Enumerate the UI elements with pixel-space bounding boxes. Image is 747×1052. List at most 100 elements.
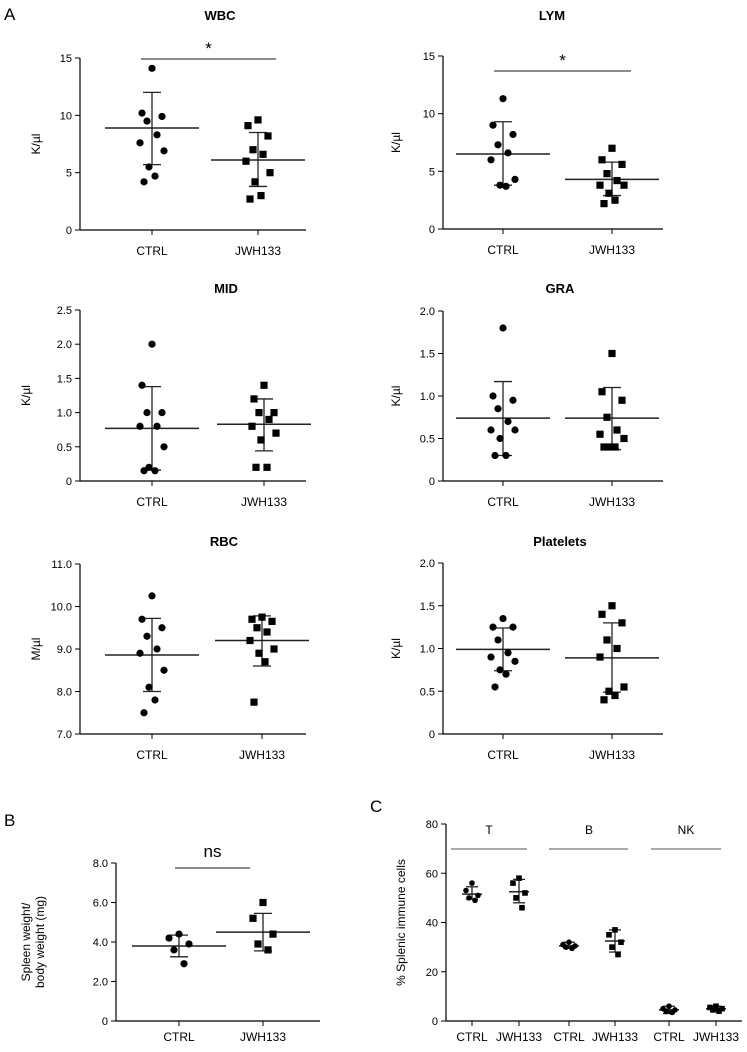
chart-title: Platelets — [533, 534, 586, 549]
data-point-square — [258, 613, 266, 621]
data-point-circle — [472, 897, 478, 904]
series-t-ctrl — [462, 880, 482, 904]
x-tick-label: CTRL — [487, 748, 519, 762]
series-nk-ctrl — [659, 1003, 679, 1016]
data-point-circle — [509, 130, 517, 139]
data-point-circle — [138, 381, 146, 389]
y-tick-label: 4.0 — [93, 937, 108, 949]
y-tick-label: 9.0 — [57, 644, 72, 656]
chart-gra: 0 0.5 1.0 1.5 2.0 CTRL JWH133 GRA K/µl — [389, 281, 663, 509]
data-point-circle — [153, 422, 161, 430]
panel-letter-b: B — [4, 811, 15, 830]
x-tick-label: CTRL — [136, 244, 168, 258]
data-point-circle — [151, 172, 159, 180]
data-point-square — [605, 443, 613, 451]
data-point-circle — [502, 670, 510, 678]
data-point-square — [250, 395, 258, 403]
chart-title: RBC — [210, 534, 239, 549]
data-point-square — [522, 890, 528, 896]
chart-rbc: 7.0 8.0 9.0 10.0 11.0 CTRL JWH133 RBC M/µl — [29, 534, 309, 762]
data-point-circle — [175, 930, 183, 938]
data-point-square — [264, 132, 272, 140]
data-point-circle — [170, 946, 178, 954]
x-tick-label: JWH133 — [239, 748, 285, 762]
data-point-circle — [491, 451, 499, 460]
data-point-square — [603, 170, 611, 178]
data-point-square — [259, 898, 267, 907]
y-axis-label: K/µl — [389, 638, 403, 659]
data-point-square — [253, 624, 261, 632]
data-point-square — [255, 409, 263, 417]
data-point-square — [707, 1004, 713, 1011]
chart-mid: 0 0.5 1.0 1.5 2.0 2.5 CTRL JWH133 MID K/µl — [19, 281, 311, 509]
data-point-square — [259, 150, 267, 158]
data-point-circle — [499, 614, 507, 623]
data-point-square — [249, 146, 257, 154]
data-point-circle — [496, 181, 504, 189]
x-tick-label: JWH133 — [496, 1030, 542, 1044]
data-point-square — [611, 691, 619, 700]
y-tick-label: 2.0 — [420, 558, 435, 570]
data-point-square — [605, 189, 613, 197]
data-point-square — [613, 644, 621, 653]
data-point-circle — [666, 1003, 672, 1010]
data-point-circle — [165, 934, 173, 942]
y-tick-label: 2.0 — [93, 977, 108, 989]
series-jwh133 — [217, 381, 311, 471]
data-point-circle — [487, 426, 495, 434]
data-point-square — [244, 122, 252, 130]
data-point-square — [618, 160, 626, 169]
x-tick-label: JWH133 — [235, 244, 281, 258]
series-nk-jwh133 — [706, 1003, 726, 1014]
data-point-circle — [138, 109, 146, 117]
data-point-square — [263, 463, 271, 471]
data-point-square — [261, 658, 269, 666]
group-label: B — [585, 823, 593, 837]
charts-container: 0 5 10 15 CTRL JWH133 WBC K/µl * 0 5 10 15 CTRL JWH133… — [19, 8, 742, 1044]
y-axis-label-line: body weight (mg) — [33, 896, 47, 988]
x-tick-label: CTRL — [163, 1030, 195, 1044]
data-point-circle — [494, 636, 502, 644]
y-tick-label: 8.0 — [93, 858, 108, 870]
data-point-square — [598, 610, 606, 618]
y-tick-label: 0 — [432, 1016, 438, 1028]
data-point-circle — [491, 683, 499, 691]
y-tick-label: 10 — [423, 109, 435, 121]
data-point-circle — [569, 945, 575, 952]
data-point-square — [272, 429, 280, 437]
data-point-circle — [151, 467, 159, 475]
y-tick-label: 0 — [429, 224, 435, 236]
data-point-circle — [145, 683, 153, 691]
y-axis-label: M/µl — [29, 638, 43, 661]
y-tick-label: 5 — [66, 168, 72, 180]
data-point-circle — [487, 156, 495, 164]
x-tick-label: JWH133 — [241, 495, 287, 509]
y-axis-label: K/µl — [389, 132, 403, 153]
data-point-circle — [496, 434, 504, 443]
y-tick-label: 11.0 — [51, 559, 72, 571]
x-tick-label: JWH133 — [589, 495, 635, 509]
chart-title: MID — [214, 281, 238, 296]
data-point-circle — [489, 392, 497, 400]
data-point-circle — [180, 960, 188, 968]
data-point-square — [254, 940, 262, 948]
data-point-square — [613, 176, 621, 185]
data-point-square — [270, 645, 278, 653]
data-point-circle — [494, 405, 502, 413]
data-point-square — [264, 946, 272, 954]
series-jwh133 — [216, 898, 310, 954]
data-point-circle — [158, 624, 166, 632]
x-tick-label: JWH133 — [589, 748, 635, 762]
x-tick-label: CTRL — [487, 495, 519, 509]
x-tick-label: CTRL — [487, 243, 519, 257]
data-point-circle — [148, 64, 156, 72]
data-point-square — [612, 927, 618, 933]
data-point-circle — [140, 178, 148, 186]
data-point-circle — [153, 131, 161, 139]
y-tick-label: 0.5 — [420, 686, 435, 698]
data-point-square — [620, 683, 628, 691]
y-tick-label: 1.5 — [57, 373, 72, 385]
x-tick-label: CTRL — [456, 1030, 488, 1044]
y-axis-label: K/µl — [19, 385, 33, 406]
